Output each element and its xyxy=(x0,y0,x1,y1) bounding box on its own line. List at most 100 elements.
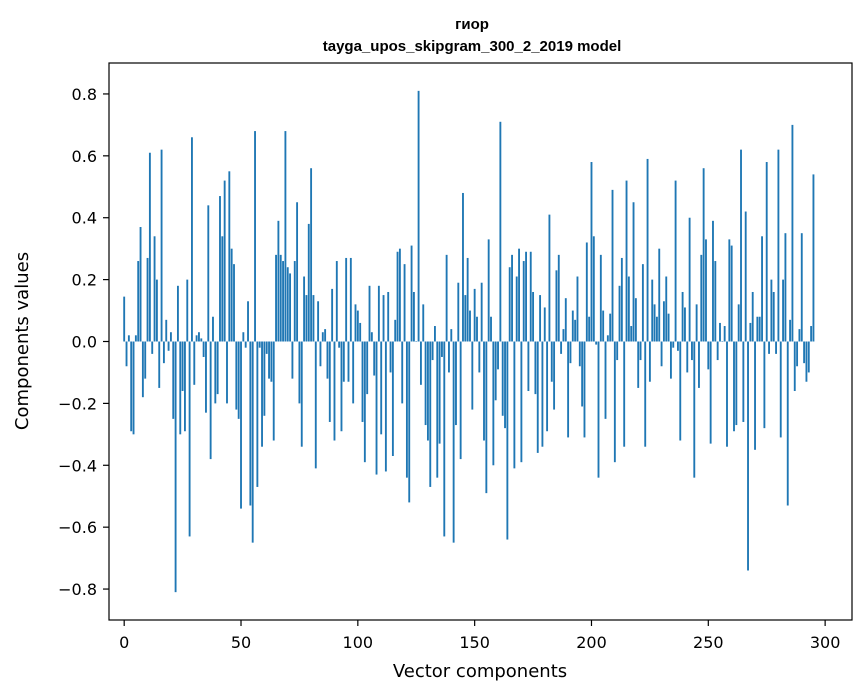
bar xyxy=(726,341,728,447)
bar xyxy=(123,296,126,342)
bar xyxy=(784,233,787,342)
bar xyxy=(230,248,233,342)
bar xyxy=(296,202,299,342)
bar xyxy=(719,322,721,342)
bar xyxy=(553,341,556,410)
bar xyxy=(793,341,796,392)
bar xyxy=(412,291,415,342)
bar xyxy=(382,295,385,342)
bar xyxy=(543,307,546,342)
bar xyxy=(674,180,677,342)
bar xyxy=(158,341,161,388)
bar xyxy=(677,341,679,351)
bar xyxy=(747,341,749,571)
bar xyxy=(606,335,609,342)
y-tick-label: −0.8 xyxy=(58,580,97,599)
bar xyxy=(782,279,785,342)
x-tick-label: 0 xyxy=(119,633,129,652)
bar xyxy=(625,180,628,342)
bar xyxy=(226,341,228,404)
y-axis-label: Components values xyxy=(12,252,33,430)
bar xyxy=(698,341,700,388)
bar xyxy=(653,304,656,342)
bar xyxy=(270,341,273,382)
bar xyxy=(588,316,591,342)
bar xyxy=(268,341,270,379)
bar xyxy=(312,295,315,342)
bar xyxy=(181,341,184,392)
bar xyxy=(602,310,605,342)
plot-frame xyxy=(108,62,853,621)
bar xyxy=(476,316,478,342)
bar xyxy=(443,341,446,537)
bar xyxy=(450,329,453,342)
bar xyxy=(723,326,726,342)
bar xyxy=(786,341,789,506)
bar xyxy=(529,251,532,342)
bar xyxy=(712,220,714,342)
x-axis-label: Vector components xyxy=(393,661,567,682)
bar xyxy=(289,273,292,342)
bar xyxy=(195,335,198,342)
bar xyxy=(216,341,219,395)
bar xyxy=(807,341,810,373)
bar xyxy=(410,245,413,342)
bar xyxy=(352,341,355,404)
bar xyxy=(597,341,600,478)
bar xyxy=(359,322,362,342)
x-tick-label: 150 xyxy=(459,633,490,652)
bar xyxy=(188,341,191,537)
bar xyxy=(244,341,247,348)
bar xyxy=(574,319,577,342)
bar xyxy=(338,341,341,348)
bar xyxy=(518,248,520,342)
bar xyxy=(349,257,352,342)
bar xyxy=(384,341,387,472)
bar xyxy=(695,304,698,342)
bar xyxy=(303,276,306,342)
bar xyxy=(772,291,775,342)
bar xyxy=(777,149,780,342)
bar xyxy=(812,174,815,342)
y-tick-label: −0.2 xyxy=(58,394,97,413)
bar xyxy=(705,239,707,342)
bar xyxy=(740,149,742,342)
bar xyxy=(127,335,130,342)
bar xyxy=(520,341,523,463)
bar xyxy=(167,341,170,351)
bar xyxy=(387,291,390,342)
bar xyxy=(466,257,469,342)
bar xyxy=(515,276,518,342)
bar xyxy=(459,341,462,460)
bar xyxy=(754,341,756,450)
bar xyxy=(165,319,168,342)
bar xyxy=(368,285,371,342)
bar xyxy=(314,341,317,469)
bar xyxy=(310,168,313,342)
bar xyxy=(307,223,310,342)
bar xyxy=(532,291,535,342)
bar xyxy=(485,341,488,494)
bar xyxy=(616,341,619,361)
bar xyxy=(803,341,806,364)
bar xyxy=(396,251,399,342)
bar xyxy=(347,341,350,382)
bar xyxy=(585,242,588,342)
bar xyxy=(419,341,422,385)
bar xyxy=(735,341,738,426)
bar xyxy=(223,180,226,342)
bar xyxy=(721,341,724,342)
bar xyxy=(749,322,752,342)
bar xyxy=(258,341,261,348)
bar xyxy=(193,341,196,385)
y-tick-label: 0.4 xyxy=(72,209,97,228)
bar xyxy=(599,254,602,342)
bar xyxy=(756,316,759,342)
bar xyxy=(174,341,177,593)
bar xyxy=(751,291,754,342)
bar xyxy=(522,261,525,342)
bar xyxy=(768,341,770,354)
bar xyxy=(328,341,331,422)
bar xyxy=(434,326,436,342)
